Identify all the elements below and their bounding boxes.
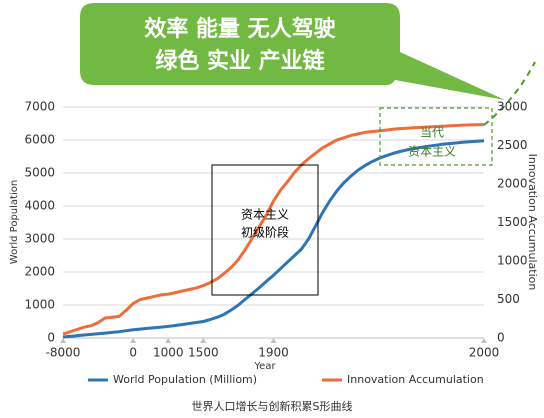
y-tick-label: 4000: [24, 199, 55, 213]
annotation-text: 初级阶段: [241, 225, 289, 240]
y2-tick-label: 3000: [497, 100, 528, 114]
series-line: [62, 139, 485, 339]
y-tick-label: 0: [47, 331, 55, 345]
y2-tick-label: 2000: [497, 177, 528, 191]
y-axis-title: World Population: [9, 180, 20, 264]
x-tick-label: 1900: [258, 346, 289, 360]
y2-tick-label: 500: [497, 292, 520, 306]
annotation-box: [211, 164, 319, 296]
x-tick-marker: [60, 338, 66, 343]
callout-box: [80, 3, 505, 100]
y-tick-label: 1000: [24, 298, 55, 312]
y-tick-label: 2000: [24, 265, 55, 279]
y-tick-label: 6000: [24, 133, 55, 147]
x-tick-marker: [130, 338, 137, 343]
y-tick-label: 5000: [24, 166, 55, 180]
x-tick-label: 1000: [153, 346, 184, 360]
y2-tick-label: 1000: [497, 254, 528, 268]
caption: 世界人口增长与创新积累S形曲线: [192, 399, 353, 413]
annotation-dashed-box: [379, 107, 493, 166]
x-axis-title: Year: [253, 361, 276, 372]
y2-tick-label: 2500: [497, 138, 528, 152]
annotation-text: 资本主义: [408, 145, 456, 159]
x-tick-marker: [481, 338, 487, 343]
x-tick-label: 1500: [188, 346, 219, 360]
x-tick-label: -8000: [46, 346, 81, 360]
legend-label: World Population (Milliom): [113, 373, 257, 386]
y2-axis-title: Innovation Accumulation: [526, 154, 539, 291]
x-tick-label: 0: [129, 346, 137, 360]
y-tick-label: 3000: [24, 232, 55, 246]
y2-tick-label: 1500: [497, 215, 528, 229]
callout-text: 效率 能量 无人驾驶: [144, 16, 335, 42]
annotation-text: 当代: [420, 126, 444, 140]
x-tick-label: 2000: [469, 346, 500, 360]
y2-tick-label: 0: [497, 331, 505, 345]
x-tick-marker: [165, 338, 172, 343]
callout-text: 绿色 实业 产业链: [155, 48, 324, 74]
y-tick-label: 7000: [24, 100, 55, 114]
x-tick-marker: [270, 338, 277, 343]
annotation-text: 资本主义: [241, 208, 289, 222]
series-line: [62, 123, 485, 336]
x-tick-marker: [200, 338, 207, 343]
plot: 0 1000 2000 3000 4000 5000 6000 7000 0 500 1000 150…: [24, 100, 527, 360]
legend-label: Innovation Accumulation: [347, 373, 484, 386]
